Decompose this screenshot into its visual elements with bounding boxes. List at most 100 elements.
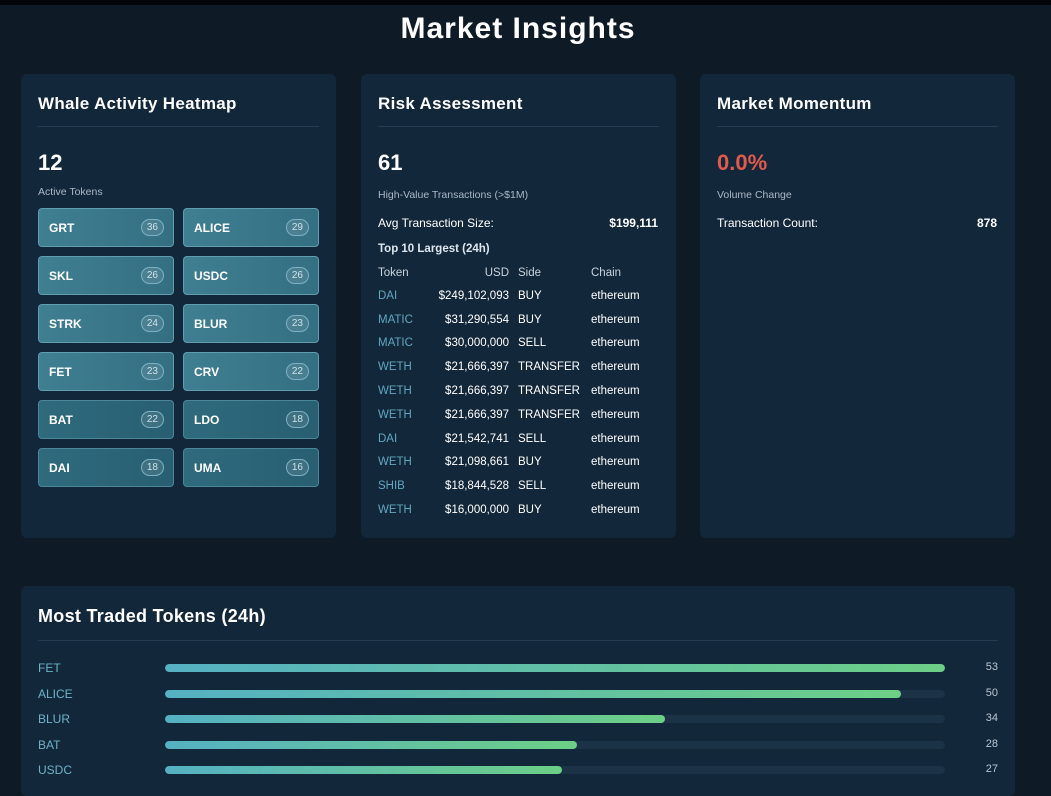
cell-chain: ethereum bbox=[591, 480, 640, 493]
cell-chain: ethereum bbox=[591, 289, 640, 302]
risk-assessment-title: Risk Assessment bbox=[378, 94, 523, 113]
cell-chain: ethereum bbox=[591, 337, 640, 350]
divider bbox=[38, 126, 319, 127]
heatmap-cell[interactable]: GRT 36 bbox=[38, 208, 174, 247]
token-count-badge: 36 bbox=[140, 219, 164, 236]
heatmap-cell[interactable]: ALICE 29 bbox=[183, 208, 319, 247]
whale-heatmap-card: Whale Activity Heatmap 12 Active Tokens … bbox=[21, 74, 336, 538]
heatmap-cell[interactable]: SKL 26 bbox=[38, 256, 174, 295]
token-symbol: DAI bbox=[49, 460, 70, 475]
volume-bar-track bbox=[165, 715, 945, 723]
token-count-badge: 23 bbox=[140, 363, 164, 380]
most-traded-row: USDC 27 bbox=[38, 763, 998, 777]
most-traded-token: USDC bbox=[38, 763, 73, 777]
cell-token: SHIB bbox=[378, 480, 405, 493]
heatmap-cell[interactable]: BLUR 23 bbox=[183, 304, 319, 343]
most-traded-count: 27 bbox=[985, 763, 998, 775]
volume-bar-fill bbox=[165, 715, 666, 723]
heatmap-cell[interactable]: CRV 22 bbox=[183, 352, 319, 391]
cell-side: BUY bbox=[518, 456, 542, 469]
most-traded-row: ALICE 50 bbox=[38, 687, 998, 701]
risk-assessment-card: Risk Assessment 61 High-Value Transactio… bbox=[361, 74, 676, 538]
table-row: MATIC $30,000,000 SELL ethereum bbox=[378, 332, 678, 356]
volume-bar-fill bbox=[165, 740, 578, 749]
most-traded-token: BAT bbox=[38, 737, 61, 752]
cell-token: WETH bbox=[378, 385, 412, 398]
table-header-row: Token USD Side Chain bbox=[378, 262, 678, 284]
heatmap-cell[interactable]: BAT 22 bbox=[38, 400, 174, 439]
heatmap-cell[interactable]: STRK 24 bbox=[38, 304, 174, 343]
cell-token: WETH bbox=[378, 504, 412, 517]
avg-transaction-label: Avg Transaction Size: bbox=[378, 216, 494, 230]
cell-side: BUY bbox=[518, 289, 542, 302]
top-edge bbox=[0, 0, 1051, 5]
token-symbol: BLUR bbox=[194, 316, 228, 331]
table-row: MATIC $31,290,554 BUY ethereum bbox=[378, 308, 678, 332]
cell-usd: $21,666,397 bbox=[445, 408, 509, 421]
most-traded-count: 53 bbox=[985, 661, 998, 673]
volume-bar-track bbox=[165, 664, 945, 672]
cell-side: TRANSFER bbox=[518, 361, 580, 374]
cell-side: BUY bbox=[518, 313, 542, 326]
whale-heatmap-title: Whale Activity Heatmap bbox=[38, 94, 237, 113]
divider bbox=[378, 126, 659, 127]
cell-token: DAI bbox=[378, 432, 398, 445]
most-traded-token: FET bbox=[38, 661, 61, 675]
cell-side: BUY bbox=[518, 504, 542, 517]
token-count-badge: 18 bbox=[140, 459, 164, 476]
cell-chain: ethereum bbox=[591, 313, 640, 326]
most-traded-count: 28 bbox=[985, 737, 998, 750]
cell-chain: ethereum bbox=[591, 456, 640, 469]
cell-usd: $21,098,661 bbox=[445, 456, 509, 469]
most-traded-card: Most Traded Tokens (24h) FET 53 ALICE 50… bbox=[21, 586, 1015, 796]
active-tokens-label: Active Tokens bbox=[38, 186, 103, 198]
table-row: WETH $21,666,397 TRANSFER ethereum bbox=[378, 403, 678, 427]
token-count-badge: 26 bbox=[285, 267, 309, 284]
heatmap-cell[interactable]: DAI 18 bbox=[38, 448, 174, 487]
volume-bar-track bbox=[165, 740, 945, 749]
table-row: WETH $21,098,661 BUY ethereum bbox=[378, 451, 678, 475]
token-count-badge: 29 bbox=[285, 219, 309, 236]
cell-side: TRANSFER bbox=[518, 385, 580, 398]
token-count-badge: 23 bbox=[285, 315, 309, 332]
cell-usd: $21,666,397 bbox=[445, 361, 509, 374]
cell-token: DAI bbox=[378, 289, 398, 302]
token-symbol: LDO bbox=[194, 412, 220, 427]
active-tokens-count: 12 bbox=[38, 150, 63, 175]
token-symbol: BAT bbox=[49, 412, 73, 427]
heatmap-cell[interactable]: UMA 16 bbox=[183, 448, 319, 487]
token-count-badge: 16 bbox=[285, 459, 309, 476]
token-count-badge: 22 bbox=[285, 363, 309, 380]
cell-chain: ethereum bbox=[591, 432, 640, 445]
cell-usd: $249,102,093 bbox=[438, 289, 509, 302]
token-symbol: GRT bbox=[49, 220, 75, 235]
heatmap-cell[interactable]: USDC 26 bbox=[183, 256, 319, 295]
avg-transaction-value: $199,111 bbox=[609, 216, 658, 230]
volume-bar-fill bbox=[165, 689, 901, 698]
heatmap-cell[interactable]: LDO 18 bbox=[183, 400, 319, 439]
most-traded-row: FET 53 bbox=[38, 661, 998, 675]
token-symbol: FET bbox=[49, 364, 72, 379]
table-row: WETH $16,000,000 BUY ethereum bbox=[378, 498, 678, 522]
largest-transactions-table: Token USD Side Chain DAI $249,102,093 BUY e… bbox=[378, 262, 678, 522]
cell-side: TRANSFER bbox=[518, 408, 580, 421]
volume-bar-fill bbox=[165, 664, 945, 672]
cell-usd: $16,000,000 bbox=[445, 504, 509, 517]
top-largest-label: Top 10 Largest (24h) bbox=[378, 243, 490, 255]
token-symbol: STRK bbox=[49, 316, 82, 331]
high-value-label: High-Value Transactions (>$1M) bbox=[378, 189, 529, 201]
most-traded-count: 34 bbox=[985, 712, 998, 724]
transaction-count-row: Transaction Count: 878 bbox=[717, 216, 997, 230]
token-count-badge: 24 bbox=[140, 315, 164, 332]
token-symbol: USDC bbox=[194, 268, 229, 283]
token-symbol: CRV bbox=[194, 364, 220, 379]
transaction-count-value: 878 bbox=[976, 216, 997, 230]
most-traded-row: BLUR 34 bbox=[38, 712, 998, 726]
heatmap-cell[interactable]: FET 23 bbox=[38, 352, 174, 391]
cell-token: MATIC bbox=[378, 337, 413, 350]
cell-chain: ethereum bbox=[591, 361, 640, 374]
cell-side: SELL bbox=[518, 432, 547, 445]
most-traded-token: BLUR bbox=[38, 712, 71, 726]
volume-bar-track bbox=[165, 689, 945, 698]
most-traded-token: ALICE bbox=[38, 686, 73, 701]
